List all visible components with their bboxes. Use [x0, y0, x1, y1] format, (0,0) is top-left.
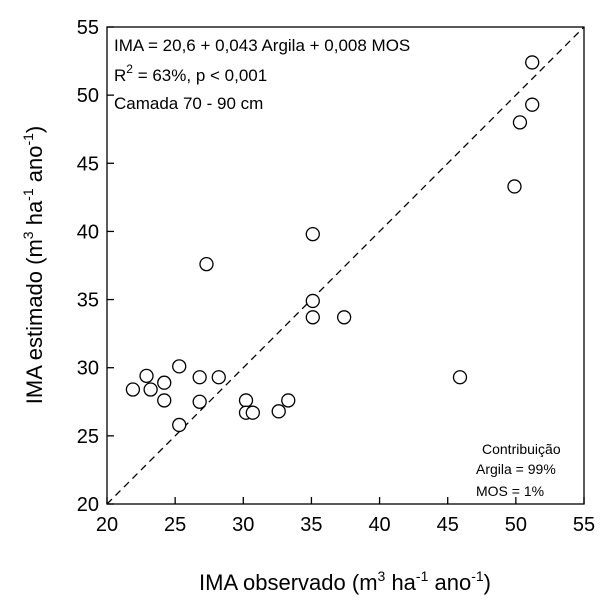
- x-axis-label: IMA observado (m3 ha-1 ano-1): [199, 568, 491, 595]
- y-axis-label: IMA estimado (m3 ha-1 ano-1): [20, 126, 47, 405]
- x-tick-label: 20: [96, 514, 118, 536]
- contribution-argila: Argila = 99%: [476, 461, 556, 477]
- data-point: [305, 227, 320, 242]
- x-axis-ticks: 20 25 30 35 40 45 50 55: [96, 497, 595, 536]
- data-point: [452, 370, 468, 385]
- data-point: [192, 370, 207, 385]
- x-tick-label: 55: [573, 514, 595, 536]
- data-point: [143, 382, 158, 397]
- data-point: [281, 393, 296, 408]
- r-squared-label: R2 = 63%, p < 0,001: [114, 62, 267, 85]
- data-point: [157, 375, 172, 390]
- data-point: [305, 293, 320, 309]
- y-tick-label: 55: [77, 17, 99, 39]
- x-tick-label: 35: [300, 514, 322, 536]
- data-point: [172, 359, 187, 374]
- y-tick-label: 25: [77, 426, 99, 448]
- layer-label: Camada 70 - 90 cm: [114, 94, 263, 113]
- data-point: [525, 55, 540, 70]
- reference-line-1-1: [106, 26, 585, 505]
- data-point: [157, 393, 172, 408]
- data-point: [305, 310, 320, 325]
- x-tick-label: 25: [164, 514, 186, 536]
- data-point: [271, 404, 286, 419]
- data-point: [139, 368, 154, 384]
- data-point: [172, 417, 187, 433]
- data-points: [125, 55, 540, 433]
- data-point: [192, 394, 207, 409]
- x-tick-label: 40: [368, 514, 390, 536]
- y-tick-label: 45: [77, 153, 99, 175]
- data-point: [507, 179, 522, 194]
- contribution-title: Contribuição: [482, 441, 561, 457]
- y-tick-label: 20: [77, 494, 99, 516]
- x-tick-label: 30: [232, 514, 254, 536]
- x-tick-label: 45: [437, 514, 459, 536]
- y-tick-label: 30: [77, 358, 99, 380]
- y-tick-label: 35: [77, 290, 99, 312]
- y-tick-label: 50: [77, 85, 99, 107]
- data-point: [336, 310, 352, 325]
- data-point: [211, 370, 226, 385]
- contribution-mos: MOS = 1%: [476, 483, 544, 499]
- data-point: [245, 405, 260, 420]
- x-tick-label: 50: [505, 514, 527, 536]
- regression-equation: IMA = 20,6 + 0,043 Argila + 0,008 MOS: [114, 36, 410, 55]
- y-axis-ticks: 20 25 30 35 40 45 50 55: [77, 17, 114, 516]
- data-point: [525, 97, 540, 112]
- data-point: [512, 115, 528, 130]
- data-point: [238, 393, 254, 408]
- data-point: [199, 256, 214, 272]
- plot-frame: [106, 26, 585, 505]
- data-point: [125, 382, 141, 397]
- y-tick-label: 40: [77, 221, 99, 243]
